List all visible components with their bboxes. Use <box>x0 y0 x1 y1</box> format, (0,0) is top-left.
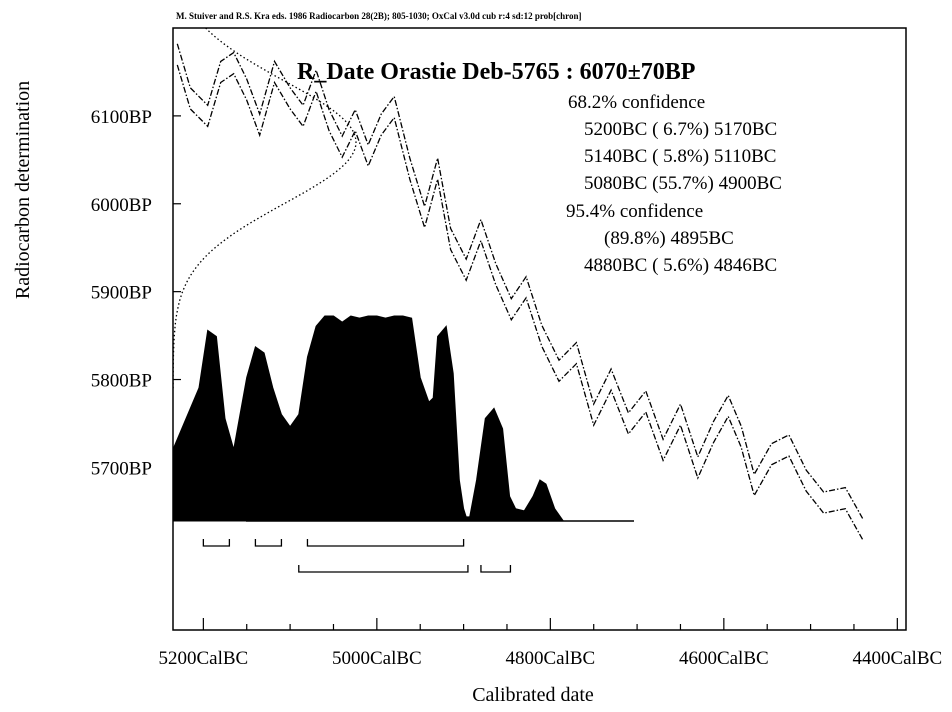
tick-marks <box>173 115 898 630</box>
y-tick-label: 6100BP <box>91 107 152 128</box>
y-tick-label: 5900BP <box>91 283 152 304</box>
y-tick-labels: 6100BP 6000BP 5900BP 5800BP 5700BP <box>91 107 152 480</box>
x-axis-title: Calibrated date <box>472 684 594 706</box>
x-tick-labels: 5200CalBC 5000CalBC 4800CalBC 4600CalBC 4400… <box>158 648 942 669</box>
y-axis-title: Radiocarbon determination <box>12 81 34 299</box>
confidence-range: 4880BC ( 5.6%) 4846BC <box>584 255 777 276</box>
probability-distribution <box>173 315 612 522</box>
confidence-range: 5140BC ( 5.8%) 5110BC <box>584 146 776 167</box>
confidence-ranges: 68.2% confidence 5200BC ( 6.7%) 5170BC 514… <box>566 92 782 276</box>
range-bars-95 <box>298 565 512 573</box>
chart-title: R_Date Orastie Deb-5765 : 6070±70BP <box>297 59 695 85</box>
range-bars-68 <box>202 539 465 547</box>
x-tick-label: 4400CalBC <box>852 648 942 669</box>
x-tick-label: 4800CalBC <box>505 648 595 669</box>
range-bar-68 <box>202 539 231 547</box>
y-tick-label: 6000BP <box>91 195 152 216</box>
confidence-range: (89.8%) 4895BC <box>604 228 734 249</box>
confidence-label: 95.4% confidence <box>566 201 703 222</box>
radiocarbon-distribution-curve <box>173 28 357 389</box>
confidence-range: 5080BC (55.7%) 4900BC <box>584 173 782 194</box>
y-tick-label: 5800BP <box>91 371 152 392</box>
header-citation: M. Stuiver and R.S. Kra eds. 1986 Radioc… <box>176 11 582 21</box>
calibration-curve-upper <box>176 43 864 519</box>
range-bar-95 <box>298 565 469 573</box>
plot-frame <box>172 27 907 631</box>
x-tick-label: 4600CalBC <box>679 648 769 669</box>
range-bar-68 <box>254 539 283 547</box>
x-tick-label: 5000CalBC <box>332 648 422 669</box>
y-tick-label: 5700BP <box>91 458 152 479</box>
confidence-label: 68.2% confidence <box>568 92 705 113</box>
confidence-range: 5200BC ( 6.7%) 5170BC <box>584 119 777 140</box>
range-bar-68 <box>306 539 465 547</box>
x-tick-label: 5200CalBC <box>158 648 248 669</box>
range-bar-95 <box>480 565 512 573</box>
calibration-curve-lower <box>176 64 864 540</box>
